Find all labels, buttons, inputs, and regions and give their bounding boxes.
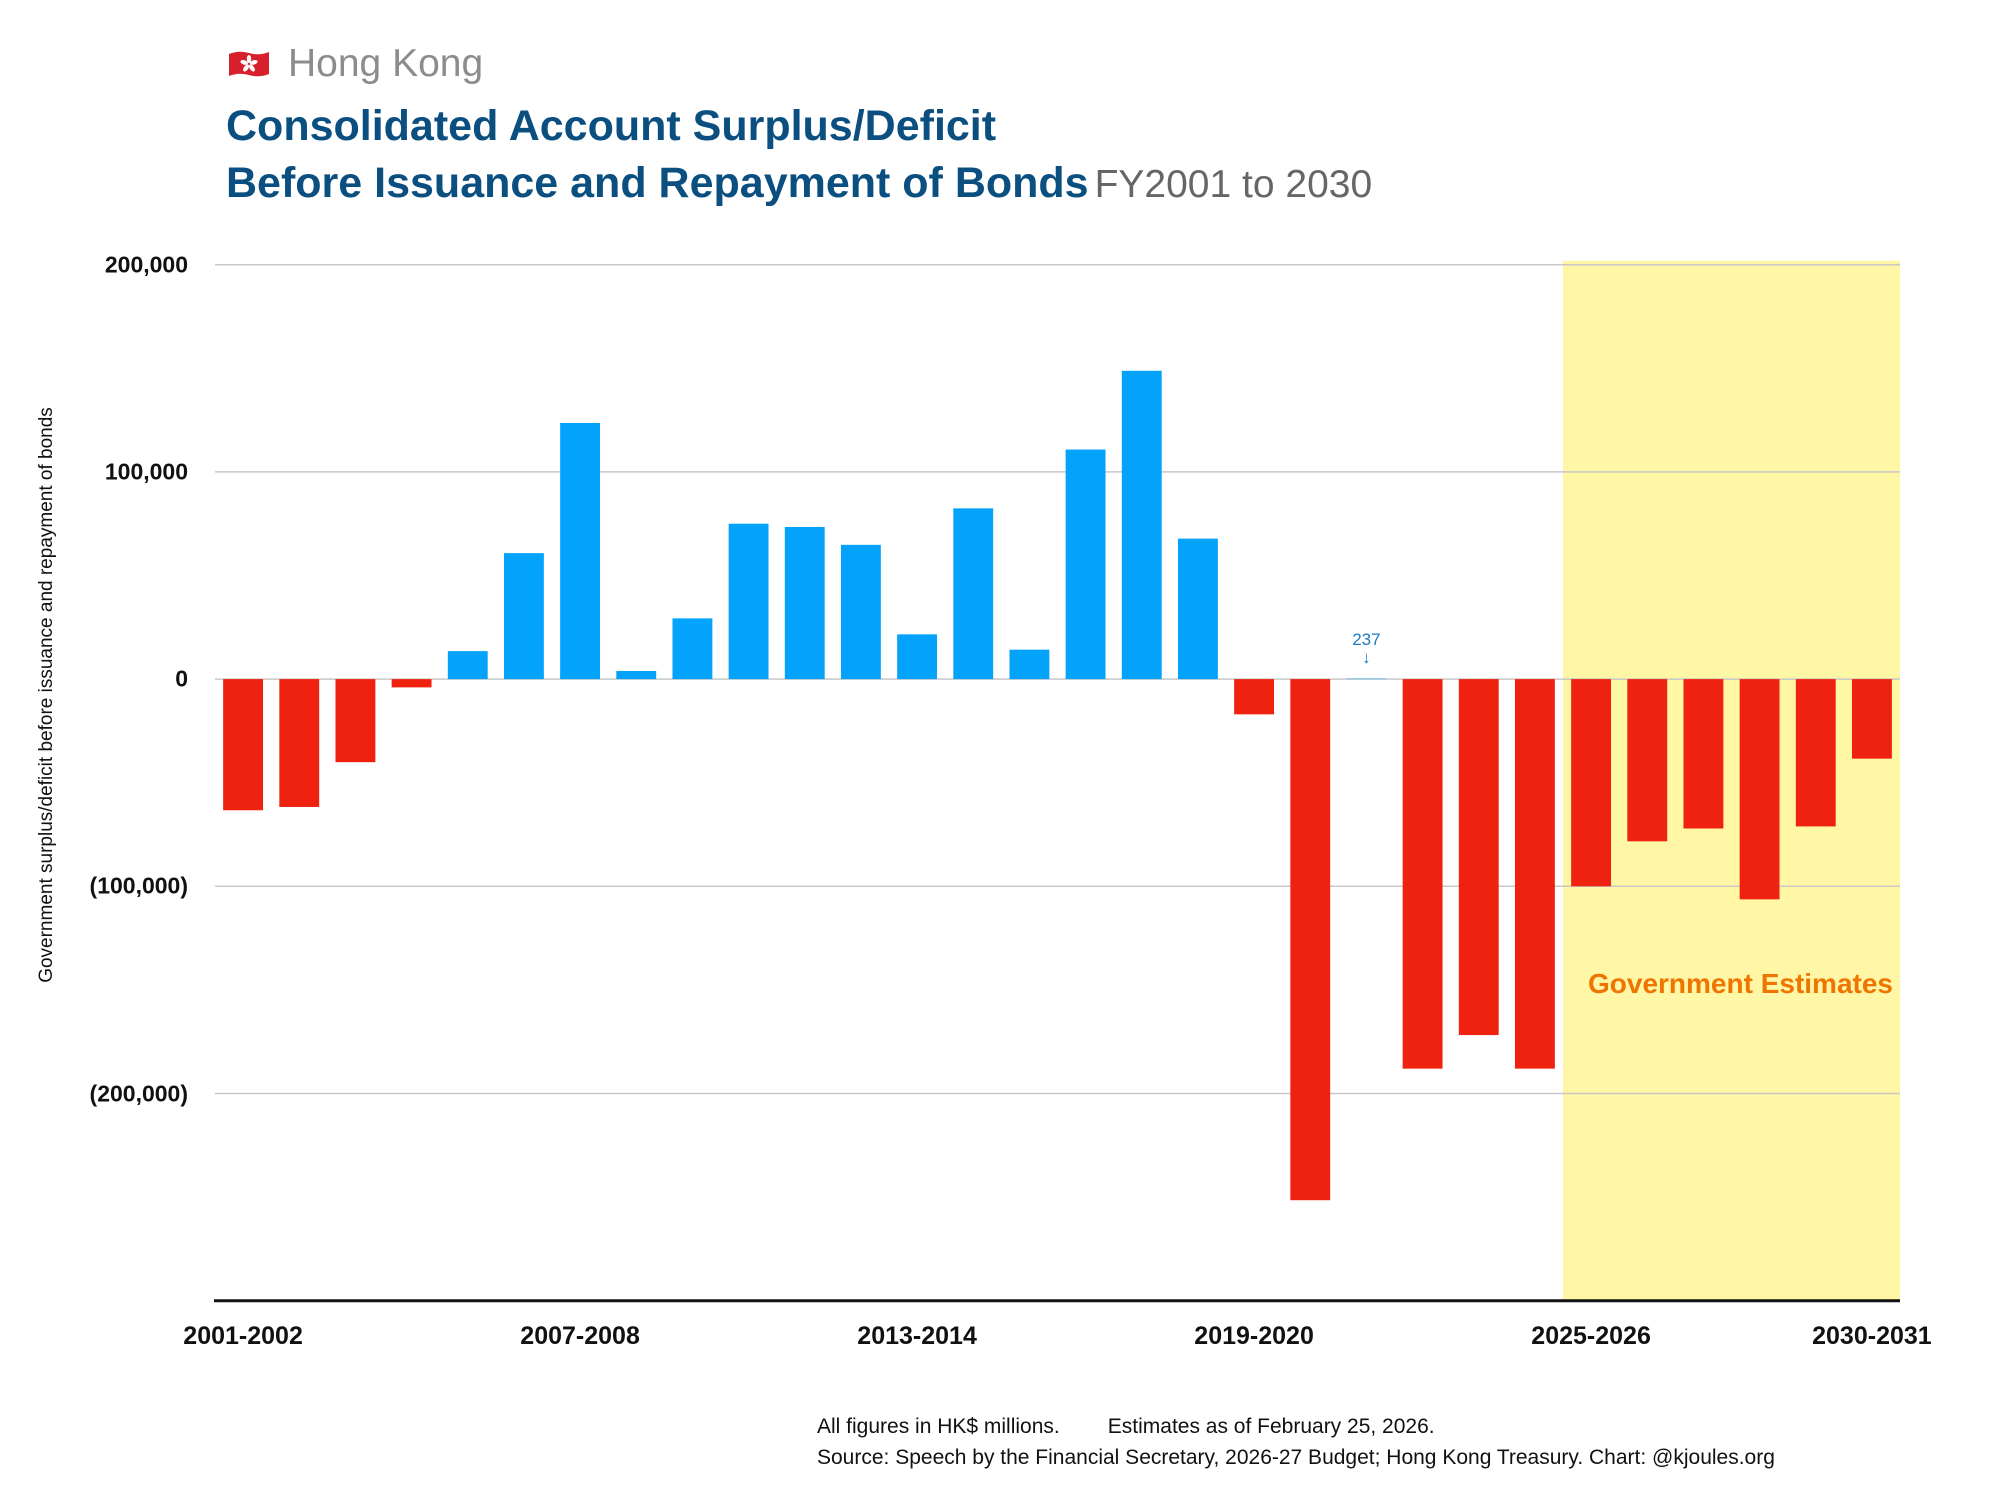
- bar-2018-2019: [1177, 538, 1218, 680]
- bar-2003-2004: [335, 679, 376, 763]
- chart-title-line1: Consolidated Account Surplus/Deficit: [226, 102, 997, 150]
- down-arrow-icon: ↓: [1362, 648, 1371, 668]
- y-tick-label: 200,000: [104, 251, 188, 278]
- x-tick-label: 2030-2031: [1812, 1322, 1932, 1350]
- bar-2014-2015: [953, 508, 994, 680]
- bar-2006-2007: [503, 553, 544, 680]
- annotation-value: 237: [1352, 630, 1381, 650]
- hong-kong-flag-icon: [228, 50, 270, 78]
- estimates-date-note: Estimates as of February 25, 2026.: [1107, 1415, 1435, 1438]
- bar-2025-2026: [1571, 679, 1612, 887]
- footer-notes: All figures in HK$ millions. Estimates as…: [817, 1415, 1435, 1439]
- bar-2015-2016: [1009, 649, 1050, 680]
- bar-2027-2028: [1683, 679, 1724, 829]
- x-tick-label: 2025-2026: [1531, 1322, 1651, 1350]
- bar-2005-2006: [447, 651, 488, 680]
- bar-2001-2002: [223, 679, 264, 811]
- chart-subtitle: FY2001 to 2030: [1094, 163, 1373, 206]
- y-tick-label: (200,000): [89, 1080, 188, 1106]
- bar-2030-2031: [1851, 679, 1892, 759]
- bar-2028-2029: [1739, 679, 1780, 900]
- bar-2023-2024: [1458, 679, 1499, 1036]
- bar-2004-2005: [391, 679, 432, 688]
- region-label: Hong Kong: [288, 42, 484, 85]
- gridlines: [215, 263, 1900, 1095]
- bar-2008-2009: [616, 671, 657, 680]
- bar-2020-2021: [1290, 679, 1331, 1201]
- x-tick-label: 2007-2008: [520, 1322, 640, 1350]
- bar-2017-2018: [1121, 370, 1162, 680]
- bar-2026-2027: [1627, 679, 1668, 842]
- x-tick-label: 2019-2020: [1194, 1322, 1314, 1350]
- bar-2011-2012: [784, 527, 825, 680]
- bar-2013-2014: [897, 634, 938, 680]
- y-tick-label: 100,000: [104, 458, 188, 485]
- chart-title-line2-text: Before Issuance and Repayment of Bonds: [226, 159, 1089, 207]
- estimates-label: Government Estimates: [1588, 968, 1893, 999]
- bar-2010-2011: [728, 523, 769, 680]
- bar-2016-2017: [1065, 449, 1106, 680]
- bar-2007-2008: [560, 423, 601, 680]
- chart-title-line2: Before Issuance and Repayment of Bonds FY…: [226, 157, 1372, 211]
- bar-2022-2023: [1402, 679, 1443, 1069]
- units-note: All figures in HK$ millions.: [817, 1415, 1060, 1438]
- x-tick-label: 2013-2014: [857, 1322, 977, 1350]
- bar-annotation: 237 ↓: [1352, 631, 1380, 667]
- bars: [223, 370, 1892, 1201]
- y-tick-label: 0: [175, 665, 188, 692]
- x-tick-label: 2001-2002: [183, 1322, 303, 1350]
- bar-2009-2010: [672, 618, 713, 680]
- estimate-band: [1563, 260, 1900, 1301]
- y-tick-label: (100,000): [89, 872, 188, 899]
- bar-2019-2020: [1234, 679, 1275, 715]
- bar-2002-2003: [279, 679, 320, 807]
- source-note: Source: Speech by the Financial Secretar…: [817, 1446, 1775, 1469]
- bar-2012-2013: [840, 544, 881, 680]
- chart-kicker: Hong Kong: [228, 42, 483, 86]
- bar-2024-2025: [1514, 679, 1555, 1069]
- y-axis-label: Government surplus/deficit before issuan…: [36, 407, 57, 983]
- bar-2029-2030: [1795, 679, 1836, 827]
